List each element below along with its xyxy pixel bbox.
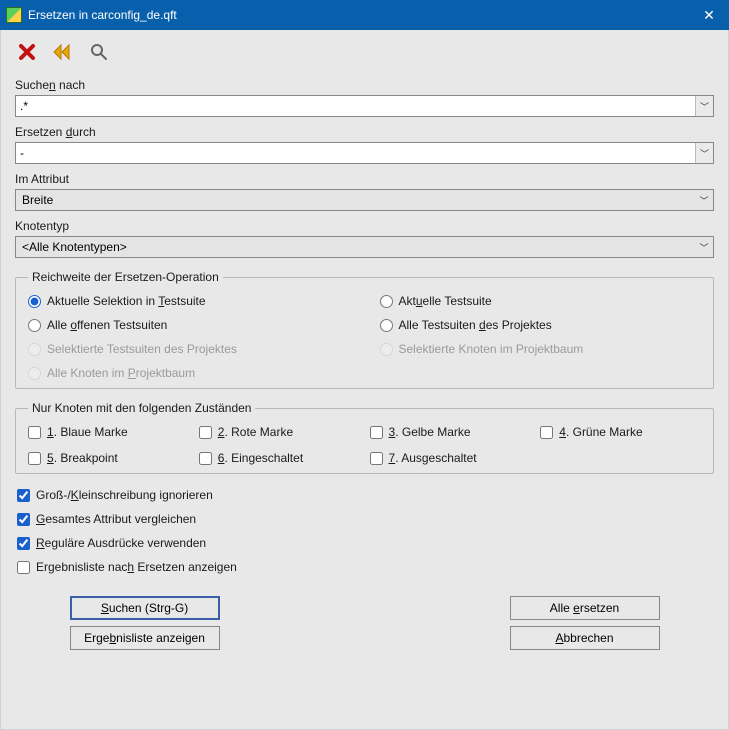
chevron-down-icon[interactable]: ﹀ xyxy=(695,143,713,163)
in-attribute-label: Im Attribut xyxy=(15,172,714,186)
chevron-down-icon[interactable]: ﹀ xyxy=(695,96,713,116)
back-icon[interactable] xyxy=(51,40,75,64)
states-legend: Nur Knoten mit den folgenden Zuständen xyxy=(28,401,255,415)
cancel-icon[interactable] xyxy=(15,40,39,64)
attribute-select[interactable]: Breite ﹀ xyxy=(15,189,714,211)
state-enabled[interactable]: 6. Eingeschaltet xyxy=(199,451,360,465)
state-yellow-mark[interactable]: 3. Gelbe Marke xyxy=(370,425,531,439)
scope-all-tree-nodes: Alle Knoten im Projektbaum xyxy=(28,366,350,380)
options-block: Groß-/Kleinschreibung ignorieren Gesamte… xyxy=(15,488,714,574)
titlebar: Ersetzen in carconfig_de.qft ✕ xyxy=(0,0,729,30)
opt-regex[interactable]: Reguläre Ausdrücke verwenden xyxy=(17,536,714,550)
replace-with-label: Ersetzen durch xyxy=(15,125,714,139)
app-icon xyxy=(6,7,22,23)
scope-current-testsuite[interactable]: Aktuelle Testsuite xyxy=(380,294,702,308)
scope-current-selection[interactable]: Aktuelle Selektion in Testsuite xyxy=(28,294,350,308)
close-button[interactable]: ✕ xyxy=(689,0,729,30)
state-red-mark[interactable]: 2. Rote Marke xyxy=(199,425,360,439)
search-for-input[interactable]: .* ﹀ xyxy=(15,95,714,117)
replace-with-input[interactable]: - ﹀ xyxy=(15,142,714,164)
state-green-mark[interactable]: 4. Grüne Marke xyxy=(540,425,701,439)
states-group: Nur Knoten mit den folgenden Zuständen 1… xyxy=(15,401,714,474)
scope-selected-tree-nodes: Selektierte Knoten im Projektbaum xyxy=(380,342,702,356)
button-row: Suchen (Strg-G) Alle ersetzen Ergebnisli… xyxy=(15,596,714,650)
dialog-content: Suchen nach .* ﹀ Ersetzen durch - ﹀ Im A… xyxy=(0,30,729,730)
search-for-value[interactable]: .* xyxy=(16,99,695,113)
cancel-button[interactable]: Abbrechen xyxy=(510,626,660,650)
attribute-value: Breite xyxy=(16,193,695,207)
state-blue-mark[interactable]: 1. Blaue Marke xyxy=(28,425,189,439)
window-title: Ersetzen in carconfig_de.qft xyxy=(28,8,689,22)
chevron-down-icon[interactable]: ﹀ xyxy=(695,237,713,257)
toolbar xyxy=(1,30,728,70)
nodetype-select[interactable]: <Alle Knotentypen> ﹀ xyxy=(15,236,714,258)
scope-selected-project-suites: Selektierte Testsuiten des Projektes xyxy=(28,342,350,356)
chevron-down-icon[interactable]: ﹀ xyxy=(695,190,713,210)
state-breakpoint[interactable]: 5. Breakpoint xyxy=(28,451,189,465)
search-for-label: Suchen nach xyxy=(15,78,714,92)
opt-whole-attribute[interactable]: Gesamtes Attribut vergleichen xyxy=(17,512,714,526)
search-icon[interactable] xyxy=(87,40,111,64)
replace-with-value[interactable]: - xyxy=(16,146,695,160)
node-type-label: Knotentyp xyxy=(15,219,714,233)
scope-all-project[interactable]: Alle Testsuiten des Projektes xyxy=(380,318,702,332)
scope-legend: Reichweite der Ersetzen-Operation xyxy=(28,270,223,284)
scope-all-open[interactable]: Alle offenen Testsuiten xyxy=(28,318,350,332)
scope-group: Reichweite der Ersetzen-Operation Aktuel… xyxy=(15,270,714,389)
show-results-button[interactable]: Ergebnisliste anzeigen xyxy=(70,626,220,650)
opt-ignore-case[interactable]: Groß-/Kleinschreibung ignorieren xyxy=(17,488,714,502)
opt-show-results[interactable]: Ergebnisliste nach Ersetzen anzeigen xyxy=(17,560,714,574)
nodetype-value: <Alle Knotentypen> xyxy=(16,240,695,254)
replace-all-button[interactable]: Alle ersetzen xyxy=(510,596,660,620)
search-button[interactable]: Suchen (Strg-G) xyxy=(70,596,220,620)
state-disabled[interactable]: 7. Ausgeschaltet xyxy=(370,451,531,465)
